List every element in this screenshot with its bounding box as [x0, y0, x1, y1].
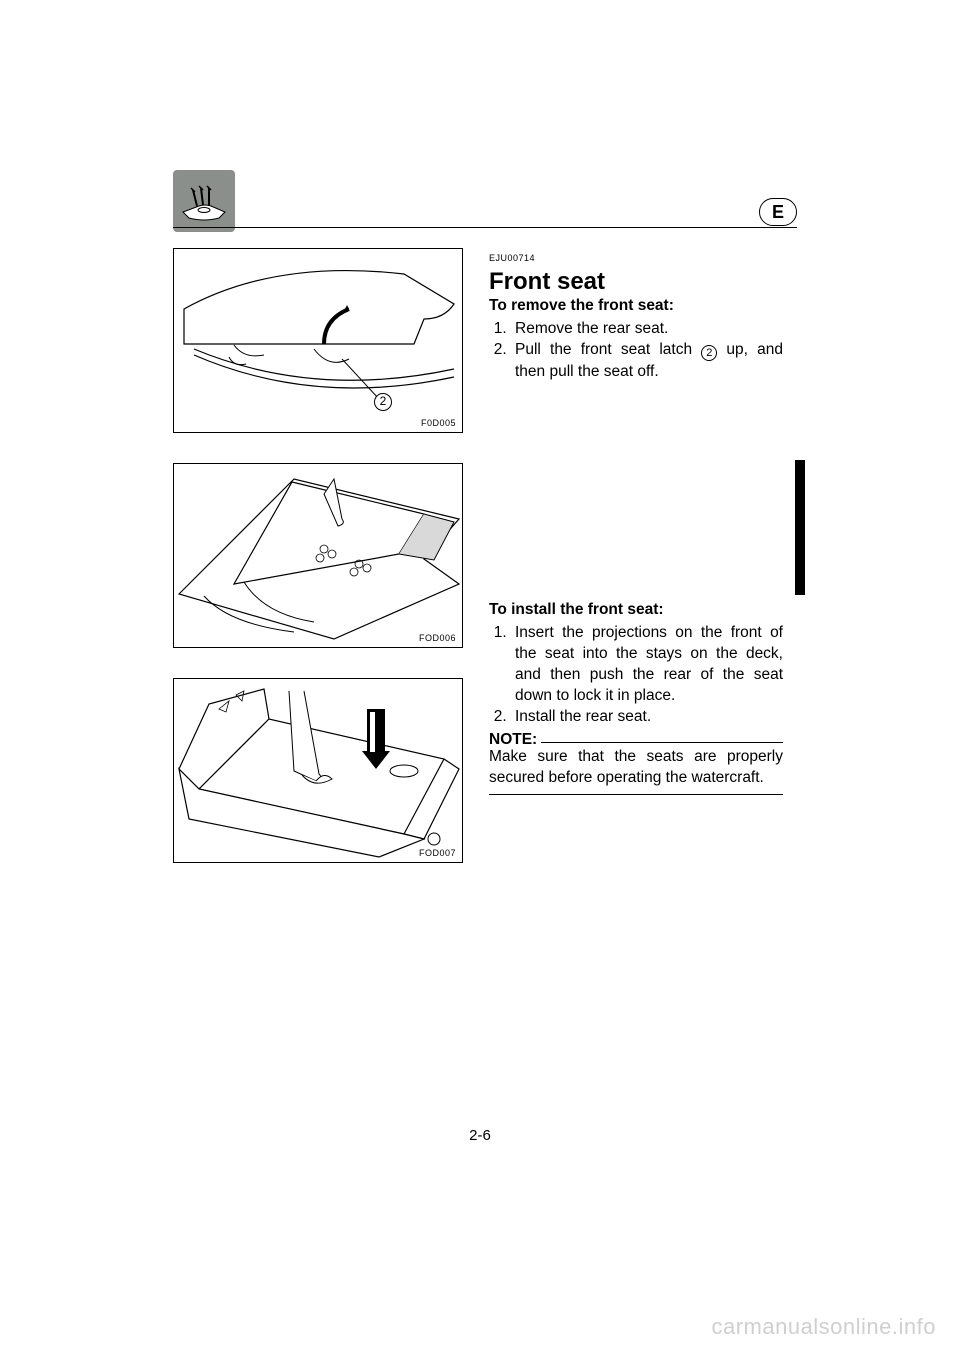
list-item: Install the rear seat.	[511, 706, 783, 727]
remove-lead: To remove the front seat:	[489, 295, 783, 316]
language-badge-text: E	[772, 202, 784, 223]
figure-id: FOD007	[419, 848, 456, 858]
note-rule-bottom	[489, 794, 783, 795]
figure-id: FOD006	[419, 633, 456, 643]
section-tab	[795, 460, 805, 595]
figure-id: F0D005	[421, 418, 456, 428]
list-item: Remove the rear seat.	[511, 318, 783, 339]
figure-1: 2 F0D005	[173, 248, 463, 433]
list-item: Insert the projections on the front of t…	[511, 622, 783, 706]
list-item: Pull the front seat latch 2 up, and then…	[511, 339, 783, 382]
section-heading: Front seat	[489, 271, 783, 292]
manual-page: E 2 F0D005	[0, 0, 960, 1358]
figure-column: 2 F0D005 FOD006	[173, 248, 463, 863]
note-rule-top	[541, 742, 783, 743]
inline-callout-2: 2	[701, 345, 717, 361]
figure-callout-2: 2	[374, 393, 392, 411]
page-number: 2-6	[0, 1127, 960, 1144]
watercraft-chapter-icon	[173, 170, 235, 232]
install-lead: To install the front seat:	[489, 599, 783, 620]
header-rule	[173, 227, 797, 228]
remove-list: Remove the rear seat. Pull the front sea…	[489, 318, 783, 382]
watermark: carmanualsonline.info	[711, 1314, 936, 1340]
install-list: Insert the projections on the front of t…	[489, 622, 783, 727]
figure-3: FOD007	[173, 678, 463, 863]
section-install: To install the front seat: Insert the pr…	[489, 599, 783, 795]
section-remove: EJU00714 Front seat To remove the front …	[489, 248, 783, 382]
figure-2: FOD006	[173, 463, 463, 648]
language-badge: E	[759, 198, 797, 226]
section-code: EJU00714	[489, 248, 783, 269]
note-body: Make sure that the seats are properly se…	[489, 746, 783, 788]
text-column: EJU00714 Front seat To remove the front …	[489, 248, 783, 798]
